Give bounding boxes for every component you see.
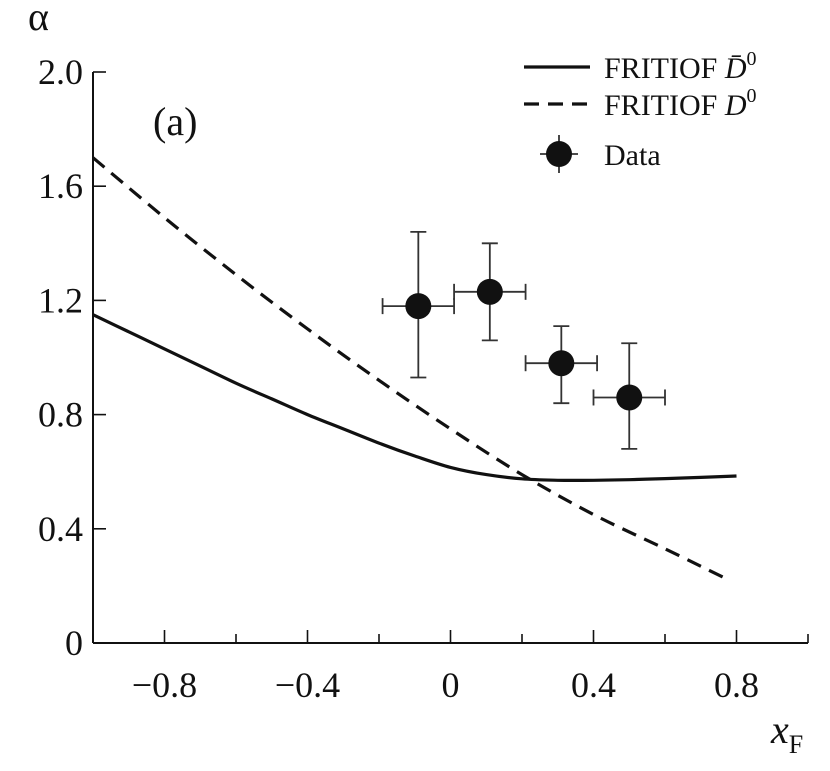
data-point-3 bbox=[616, 384, 643, 411]
x-tick-label-2: 0 bbox=[442, 665, 460, 705]
x-tick-label-0: −0.8 bbox=[132, 665, 197, 705]
series-line-fritiof-d0 bbox=[91, 156, 731, 582]
legend: FRITIOF D̄0 FRITIOF D0 Data bbox=[524, 48, 757, 173]
data-point-0 bbox=[405, 293, 432, 320]
x-tick-label-4: 0.8 bbox=[714, 665, 759, 705]
y-tick-label-2: 0.8 bbox=[38, 395, 83, 435]
data-point-1 bbox=[476, 278, 503, 305]
data-point-2 bbox=[548, 350, 575, 377]
x-ticks: −0.8 −0.4 0 0.4 0.8 bbox=[92, 630, 809, 705]
x-tick-label-3: 0.4 bbox=[571, 665, 616, 705]
series-layer bbox=[91, 156, 737, 582]
y-axis-label: α bbox=[28, 0, 49, 39]
y-tick-label-0: 0 bbox=[65, 623, 83, 663]
series-line-fritiof-dbar0 bbox=[92, 313, 737, 483]
x-tick-label-1: −0.4 bbox=[275, 665, 340, 705]
y-tick-label-3: 1.2 bbox=[38, 280, 83, 320]
data-points bbox=[381, 230, 666, 450]
panel-label: (a) bbox=[153, 99, 197, 144]
y-tick-label-1: 0.4 bbox=[38, 509, 83, 549]
legend-marker-point bbox=[546, 141, 572, 167]
y-ticks: 0 0.4 0.8 1.2 1.6 2.0 bbox=[38, 52, 106, 663]
x-axis-label: xF bbox=[770, 707, 803, 759]
x-axis-label-subscript: F bbox=[789, 730, 803, 759]
y-tick-label-4: 1.6 bbox=[38, 166, 83, 206]
y-tick-label-5: 2.0 bbox=[38, 52, 83, 92]
legend-label-fritiof-dbar0: FRITIOF D̄0 bbox=[604, 48, 757, 85]
legend-label-data: Data bbox=[604, 139, 661, 172]
legend-label-fritiof-d0: FRITIOF D0 bbox=[604, 85, 757, 122]
